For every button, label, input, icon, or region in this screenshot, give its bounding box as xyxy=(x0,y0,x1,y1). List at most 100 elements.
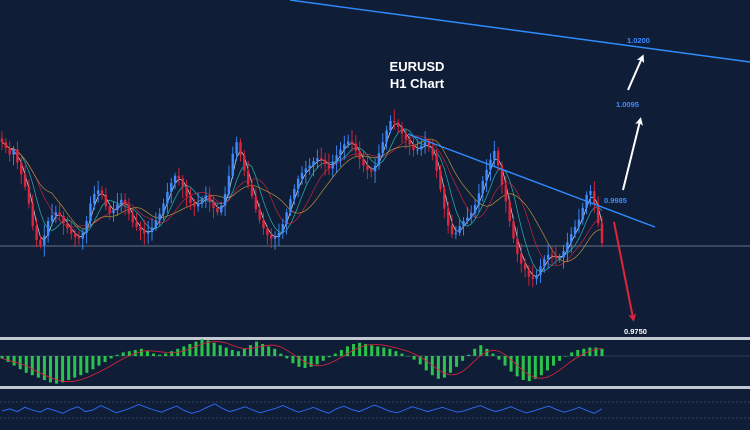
candle-body xyxy=(446,208,450,226)
macd-bar xyxy=(552,356,556,366)
candle-body xyxy=(458,226,461,233)
macd-bar xyxy=(527,356,531,382)
candle-body xyxy=(427,142,431,148)
macd-bar xyxy=(521,356,525,380)
candle-body xyxy=(227,175,231,195)
candle-body xyxy=(389,120,392,131)
candle-body xyxy=(20,162,23,175)
level-label-1: 1.0200 xyxy=(627,36,650,45)
candle-body xyxy=(350,141,354,144)
candle-body xyxy=(150,227,154,233)
macd-bar xyxy=(139,348,143,356)
macd-bar xyxy=(145,351,149,356)
pane-separator-2 xyxy=(0,386,750,389)
candle-body xyxy=(412,144,415,151)
candle-body xyxy=(131,213,134,223)
candle-body xyxy=(570,234,573,243)
candle-body xyxy=(396,122,400,127)
macd-bar xyxy=(491,353,495,356)
candle-body xyxy=(8,148,11,155)
candle-body xyxy=(431,147,434,156)
candle-body xyxy=(146,232,150,234)
macd-bar xyxy=(558,356,562,361)
macd-bar xyxy=(473,348,477,356)
macd-bar xyxy=(12,356,16,366)
candle-body xyxy=(523,263,527,270)
candle-body xyxy=(0,138,4,143)
macd-bar xyxy=(370,345,374,356)
candle-body xyxy=(4,142,8,148)
candle-body xyxy=(535,275,538,279)
candle-body xyxy=(135,222,138,227)
macd-bar xyxy=(170,351,174,356)
candle-body xyxy=(170,183,173,192)
candle-body xyxy=(39,240,42,246)
candle-body xyxy=(127,205,131,214)
candle-body xyxy=(316,158,319,162)
macd-bar xyxy=(224,347,228,356)
candle-body xyxy=(450,225,454,235)
candle-body xyxy=(246,170,250,185)
candle-body xyxy=(23,174,27,187)
candle-body xyxy=(385,130,388,143)
macd-bar xyxy=(24,356,28,373)
level-label-4: 0.9750 xyxy=(624,327,647,336)
candle-body xyxy=(104,194,108,207)
candle-body xyxy=(231,153,234,176)
macd-bar xyxy=(109,356,113,359)
candle-body xyxy=(81,232,84,239)
candle-body xyxy=(512,221,515,239)
macd-bar xyxy=(509,356,513,372)
candle-body xyxy=(400,126,404,134)
macd-bar xyxy=(61,356,65,383)
candle-body xyxy=(435,155,438,171)
candle-body xyxy=(554,255,558,259)
candle-body xyxy=(443,188,446,209)
candle-body xyxy=(485,169,488,181)
macd-bar xyxy=(164,353,168,356)
macd-bar xyxy=(48,356,52,383)
macd-bar xyxy=(570,352,574,356)
macd-bar xyxy=(382,347,386,356)
candle-body xyxy=(466,217,469,222)
candle-body xyxy=(596,204,600,224)
macd-bar xyxy=(212,342,216,356)
candle-body xyxy=(112,210,115,214)
macd-bar xyxy=(497,356,501,360)
candle-body xyxy=(235,142,238,154)
candle-body xyxy=(493,150,496,160)
macd-bar xyxy=(600,348,604,356)
descending-trendline xyxy=(407,133,656,228)
rsi-line xyxy=(1,403,603,414)
candle-body xyxy=(258,209,261,220)
macd-bar xyxy=(406,356,410,357)
candle-body xyxy=(546,254,550,260)
candle-body xyxy=(193,202,196,207)
candle-body xyxy=(12,149,15,155)
rsi-path xyxy=(1,403,603,414)
macd-bar xyxy=(400,353,404,356)
macd-histogram xyxy=(0,339,604,384)
macd-bar xyxy=(485,348,489,356)
candle-body xyxy=(58,212,61,216)
candle-body xyxy=(358,150,361,159)
candle-body xyxy=(593,191,596,205)
candle-body xyxy=(527,269,531,277)
candle-body xyxy=(308,165,311,169)
macd-bar xyxy=(412,356,416,360)
macd-signal xyxy=(1,341,603,383)
macd-bar xyxy=(339,350,343,356)
candle-body xyxy=(531,276,534,279)
candle-body xyxy=(285,212,288,224)
candle-body xyxy=(500,165,504,185)
candle-body xyxy=(516,238,519,254)
macd-bar xyxy=(242,348,246,356)
candle-body xyxy=(312,161,315,166)
macd-bar xyxy=(30,356,34,376)
macd-bar xyxy=(67,356,71,380)
macd-bar xyxy=(345,346,349,356)
candle-body xyxy=(373,165,377,172)
candle-body xyxy=(320,158,323,160)
candle-body xyxy=(120,199,123,205)
